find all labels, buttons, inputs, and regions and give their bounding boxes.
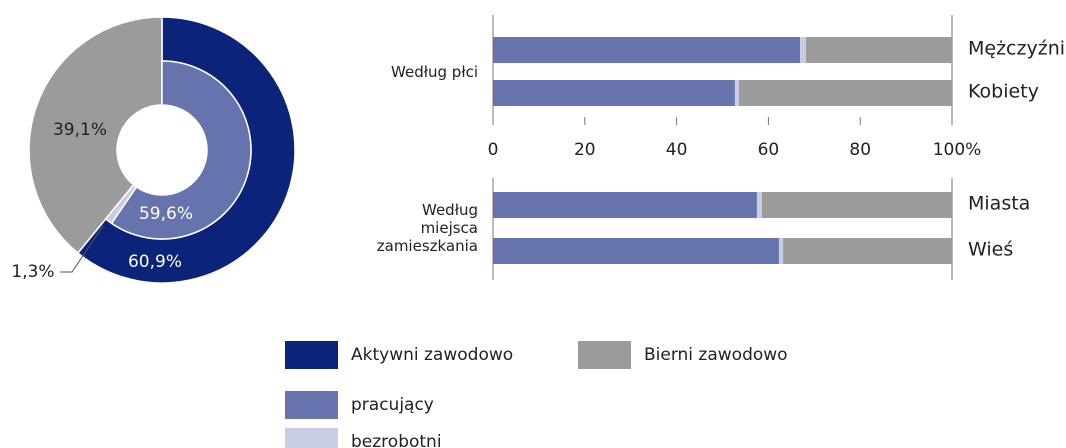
x-tick-label: 0 [488,140,499,160]
legend-swatch [285,391,338,419]
donut-segment [28,16,163,255]
donut-segment [110,60,252,240]
x-tick-label: 100% [933,140,982,160]
x-tick-label: 80 [849,140,871,160]
x-tick-label: 60 [758,140,780,160]
data-label: 1,3% [11,262,54,282]
legend-swatch [578,341,631,369]
data-label: 39,1% [53,120,107,140]
bar-segment [493,192,757,218]
group-label: Według miejsca zamieszkania [376,201,478,255]
bar-segment [493,37,801,63]
donut-segment [104,183,138,225]
bar-segment [783,238,952,264]
group-label: Według płci [391,63,478,81]
legend-swatch [285,428,338,448]
bar-segment [761,192,952,218]
data-label: 59,6% [139,204,193,224]
bar-segment [756,192,762,218]
bar-segment [739,80,952,106]
bar-segment [806,37,952,63]
leader-line [60,225,104,273]
category-label: Kobiety [968,81,1039,103]
legend-label: Bierni zawodowo [644,345,788,365]
bar-segment [734,80,740,106]
legend-label: pracujący [351,395,434,415]
category-label: Miasta [968,193,1030,215]
data-label: 60,9% [128,252,182,272]
category-label: Wieś [968,239,1013,261]
category-label: Mężczyźni [968,38,1065,60]
x-tick-label: 20 [574,140,596,160]
legend-label: Aktywni zawodowo [351,345,513,365]
bar-segment [778,238,784,264]
x-tick-label: 40 [666,140,688,160]
legend-swatch [285,341,338,369]
bar-segment [493,238,779,264]
bar-segment [800,37,807,63]
legend-label: bezrobotni [351,432,442,448]
bar-segment [493,80,735,106]
